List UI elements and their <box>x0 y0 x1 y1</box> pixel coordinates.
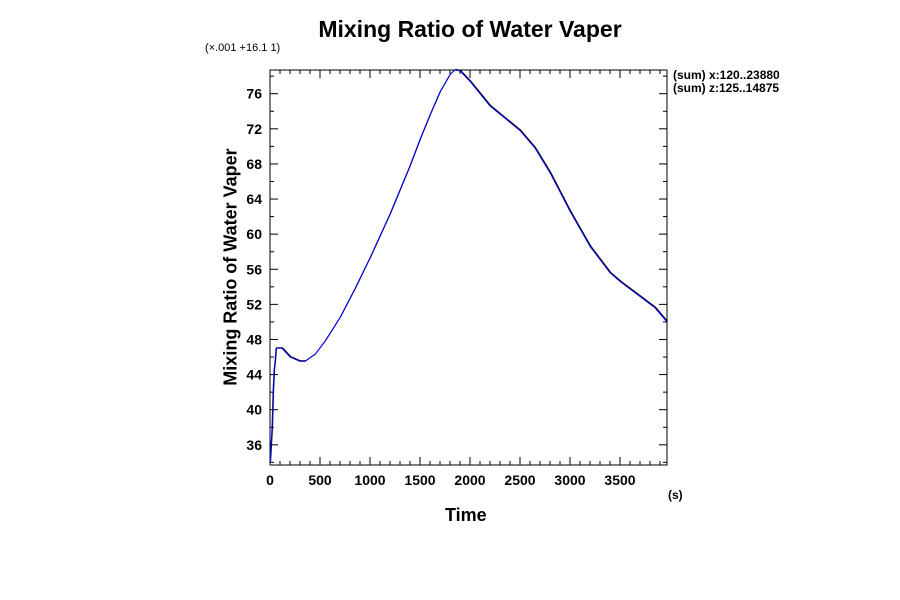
y-tick-label: 76 <box>246 86 262 102</box>
annotation-sum-x: (sum) x:120..23880 <box>673 68 780 82</box>
y-tick-label: 60 <box>246 226 262 242</box>
x-tick-label: 500 <box>308 472 332 488</box>
x-axis-label: Time <box>445 505 487 525</box>
chart-title: Mixing Ratio of Water Vaper <box>318 16 622 42</box>
scale-note: (×.001 +16.1 1) <box>205 42 281 54</box>
y-tick-label: 44 <box>246 367 262 383</box>
annotation-sum-z: (sum) z:125..14875 <box>673 81 780 95</box>
x-tick-label: 1500 <box>404 472 435 488</box>
series-line <box>269 69 668 463</box>
y-tick-label: 64 <box>246 191 262 207</box>
y-tick-label: 72 <box>246 121 262 137</box>
x-tick-label: 2500 <box>504 472 535 488</box>
x-tick-label: 3000 <box>554 472 585 488</box>
y-tick-label: 52 <box>246 296 262 312</box>
x-tick-label: 0 <box>266 472 274 488</box>
y-tick-label: 40 <box>246 402 262 418</box>
plot-frame <box>269 69 668 466</box>
x-unit-label: (s) <box>668 488 683 502</box>
y-tick-label: 56 <box>246 261 262 277</box>
y-tick-label: 48 <box>246 331 262 347</box>
x-tick-label: 2000 <box>454 472 485 488</box>
series-shadow-line <box>270 68 668 462</box>
x-tick-label: 3500 <box>604 472 635 488</box>
x-tick-label: 1000 <box>354 472 385 488</box>
y-tick-label: 68 <box>246 156 262 172</box>
y-tick-label: 36 <box>246 437 262 453</box>
